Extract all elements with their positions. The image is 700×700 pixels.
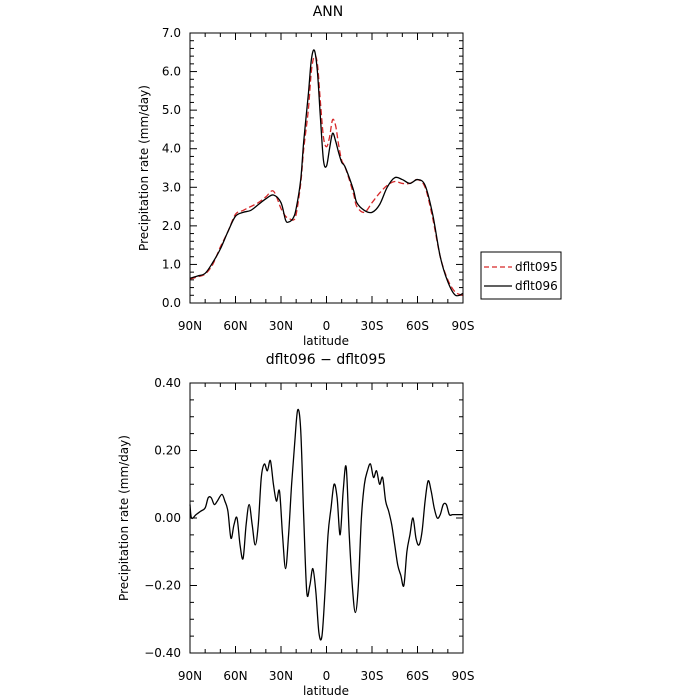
y-tick-labels: 0.0 1.0 2.0 3.0 4.0 5.0 6.0 7.0 xyxy=(162,26,181,310)
y-tick-label: 6.0 xyxy=(162,65,181,79)
x-tick-label: 30S xyxy=(361,669,384,683)
x-tick-label: 90S xyxy=(452,319,475,333)
x-tick-label: 60N xyxy=(223,319,247,333)
tick-marks xyxy=(189,382,464,654)
series-lines xyxy=(189,408,463,641)
y-tick-label: 4.0 xyxy=(162,142,181,156)
x-tick-label: 90N xyxy=(178,319,202,333)
legend: dflt095 dflt096 xyxy=(480,251,562,300)
y-axis-label: Precipitation rate (mm/day) xyxy=(137,85,151,251)
y-axis-label: Precipitation rate (mm/day) xyxy=(117,435,131,601)
y-tick-label: 2.0 xyxy=(162,219,181,233)
x-tick-label: 60S xyxy=(406,669,429,683)
x-tick-label: 60N xyxy=(223,669,247,683)
plot-frame xyxy=(189,32,464,304)
legend-label-dflt096: dflt096 xyxy=(515,279,558,293)
series-line-dflt096 xyxy=(189,49,464,297)
series-line-difference-0 xyxy=(189,408,463,641)
y-tick-label: 0.20 xyxy=(154,444,181,458)
series-line-dflt095 xyxy=(189,55,464,296)
y-tick-label: −0.20 xyxy=(144,579,181,593)
tick-marks xyxy=(189,32,464,304)
y-tick-label: 7.0 xyxy=(162,26,181,40)
chart-title: dflt096 − dflt095 xyxy=(266,352,386,368)
y-tick-label: 3.0 xyxy=(162,180,181,194)
x-tick-labels: 90N 60N 30N 0 30S 60S 90S xyxy=(178,319,475,333)
y-tick-label: 0.00 xyxy=(154,511,181,525)
plot-frame xyxy=(189,382,464,654)
y-tick-label: 0.40 xyxy=(154,376,181,390)
y-tick-label: 1.0 xyxy=(162,257,181,271)
x-tick-label: 0 xyxy=(323,319,331,333)
x-tick-label: 30N xyxy=(269,669,293,683)
x-axis-label: latitude xyxy=(303,334,349,348)
x-tick-label: 0 xyxy=(323,669,331,683)
x-tick-labels: 90N 60N 30N 0 30S 60S 90S xyxy=(178,669,475,683)
x-tick-label: 60S xyxy=(406,319,429,333)
precipitation-panel: ANN 0.0 1.0 2.0 3.0 4.0 5.0 6.0 7.0 90N 60N 30N 0 3… xyxy=(137,4,474,348)
y-tick-label: 0.0 xyxy=(162,296,181,310)
x-axis-label: latitude xyxy=(303,684,349,698)
x-tick-label: 30N xyxy=(269,319,293,333)
y-tick-label: −0.40 xyxy=(144,646,181,660)
difference-panel: dflt096 − dflt095 −0.40 −0.20 0.00 0.20 0.40… xyxy=(117,352,474,698)
legend-box xyxy=(480,251,562,300)
x-tick-label: 30S xyxy=(361,319,384,333)
series-lines xyxy=(189,49,464,297)
y-tick-labels: −0.40 −0.20 0.00 0.20 0.40 xyxy=(144,376,181,660)
x-tick-label: 90N xyxy=(178,669,202,683)
chart-title: ANN xyxy=(313,4,344,20)
legend-label-dflt095: dflt095 xyxy=(515,260,558,274)
y-tick-label: 5.0 xyxy=(162,103,181,117)
x-tick-label: 90S xyxy=(452,669,475,683)
